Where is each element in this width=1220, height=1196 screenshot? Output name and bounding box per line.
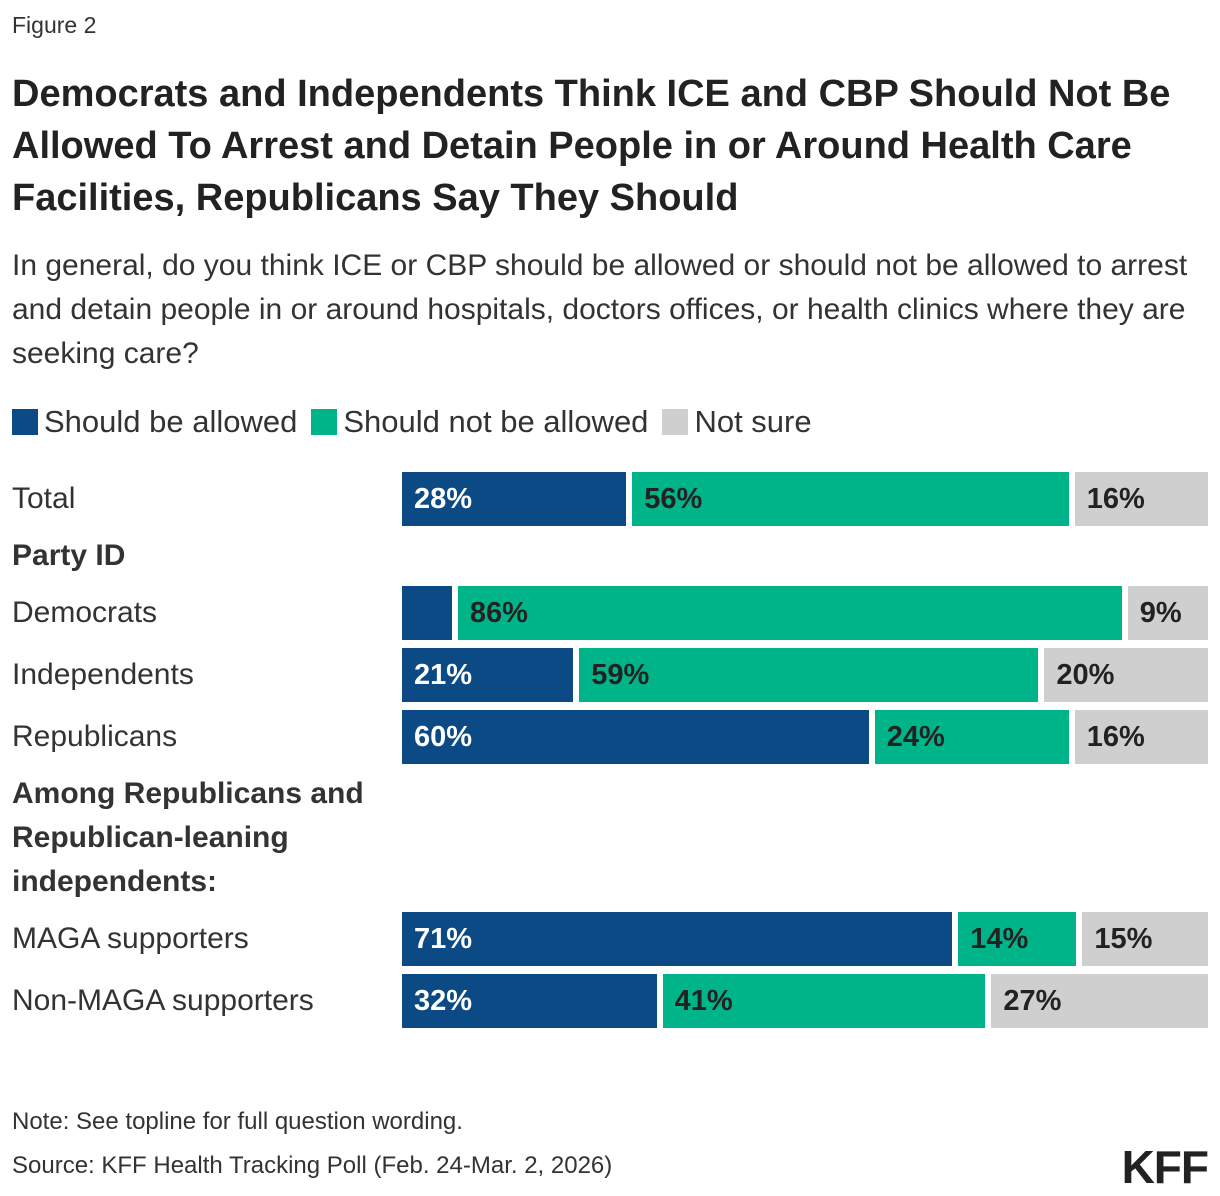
- legend-label: Should not be allowed: [343, 404, 649, 439]
- legend-swatch: [12, 409, 38, 435]
- data-label: 16%: [1086, 720, 1145, 753]
- group-label: Party ID: [12, 539, 126, 572]
- bar: 14%: [958, 912, 1077, 966]
- category-label: Non-MAGA supporters: [12, 984, 314, 1017]
- bar-stack: 28% 56% 16%: [402, 472, 1208, 526]
- data-label: 14%: [970, 922, 1029, 955]
- data-label: 32%: [414, 984, 473, 1017]
- chart-title: Democrats and Independents Think ICE and…: [12, 73, 1171, 219]
- bar: 41%: [662, 974, 986, 1028]
- bar-stack: 21% 59% 20%: [402, 648, 1208, 702]
- bar-row: Independents 21% 59% 20%: [12, 648, 1208, 702]
- data-label: 41%: [674, 984, 733, 1017]
- data-label: 16%: [1086, 482, 1145, 515]
- bar-stack: 32% 41% 27%: [402, 974, 1208, 1028]
- plot-area: Total 28% 56% 16% Party ID Democrats 86% 9% Inde…: [12, 472, 1209, 1036]
- legend-item: Not sure: [662, 404, 812, 440]
- logo: KFF: [1121, 1141, 1209, 1193]
- bar: 28%: [402, 472, 627, 526]
- data-label: 24%: [886, 720, 945, 753]
- bar-row: Non-MAGA supporters 32% 41% 27%: [12, 974, 1208, 1028]
- data-label: 15%: [1094, 922, 1153, 955]
- bar-row: MAGA supporters 71% 14% 15%: [12, 912, 1209, 966]
- group-header-row: Party ID: [12, 534, 1208, 578]
- bar: 20%: [1044, 648, 1208, 702]
- bar-stack: 86% 9%: [402, 586, 1208, 640]
- bar: 16%: [1074, 710, 1208, 764]
- data-label: 27%: [1003, 984, 1062, 1017]
- category-label: Republicans: [12, 720, 178, 753]
- bar: 59%: [579, 648, 1039, 702]
- group-label: Among Republicans and Republican-leaning…: [12, 777, 364, 898]
- figure-label: Figure 2: [12, 12, 97, 38]
- bar: 86%: [457, 586, 1122, 640]
- group-header-row: Among Republicans and Republican-leaning…: [12, 772, 1208, 904]
- bar-row: Democrats 86% 9%: [12, 586, 1208, 640]
- bar-row: Total 28% 56% 16%: [12, 472, 1208, 526]
- bar: [402, 586, 452, 640]
- bar-stack: 71% 14% 15%: [402, 912, 1209, 966]
- bar: 27%: [991, 974, 1208, 1028]
- bar: 9%: [1127, 586, 1208, 640]
- category-label: Democrats: [12, 596, 158, 629]
- legend-label: Should be allowed: [44, 404, 298, 439]
- bar: 21%: [402, 648, 574, 702]
- category-label: Independents: [12, 658, 194, 691]
- legend-item: Should not be allowed: [311, 404, 648, 440]
- legend-swatch: [662, 409, 689, 435]
- data-label: 9%: [1139, 596, 1182, 629]
- data-label: 56%: [644, 482, 703, 515]
- category-label: MAGA supporters: [12, 922, 249, 955]
- legend: Should be allowed Should not be allowed No…: [12, 404, 826, 440]
- note: Note: See topline for full question word…: [12, 1108, 463, 1135]
- bar: 32%: [402, 974, 657, 1028]
- bar: 71%: [402, 912, 953, 966]
- category-label: Total: [12, 482, 76, 515]
- bar-stack: 60% 24% 16%: [402, 710, 1208, 764]
- data-label: 21%: [414, 658, 473, 691]
- bar: 56%: [632, 472, 1069, 526]
- data-label: 59%: [591, 658, 650, 691]
- data-label: 60%: [414, 720, 473, 753]
- bar: 60%: [402, 710, 869, 764]
- source: Source: KFF Health Tracking Poll (Feb. 2…: [12, 1152, 613, 1179]
- legend-swatch: [311, 409, 338, 435]
- bar: 24%: [874, 710, 1069, 764]
- data-label: 71%: [414, 922, 473, 955]
- data-label: 28%: [414, 482, 473, 515]
- chart-subtitle: In general, do you think ICE or CBP shou…: [12, 249, 1188, 370]
- bar: 16%: [1074, 472, 1208, 526]
- data-label: 20%: [1056, 658, 1115, 691]
- bar: 15%: [1082, 912, 1209, 966]
- legend-item: Should be allowed: [12, 404, 297, 440]
- bar-row: Republicans 60% 24% 16%: [12, 710, 1208, 764]
- legend-label: Not sure: [694, 404, 812, 439]
- data-label: 86%: [469, 596, 528, 629]
